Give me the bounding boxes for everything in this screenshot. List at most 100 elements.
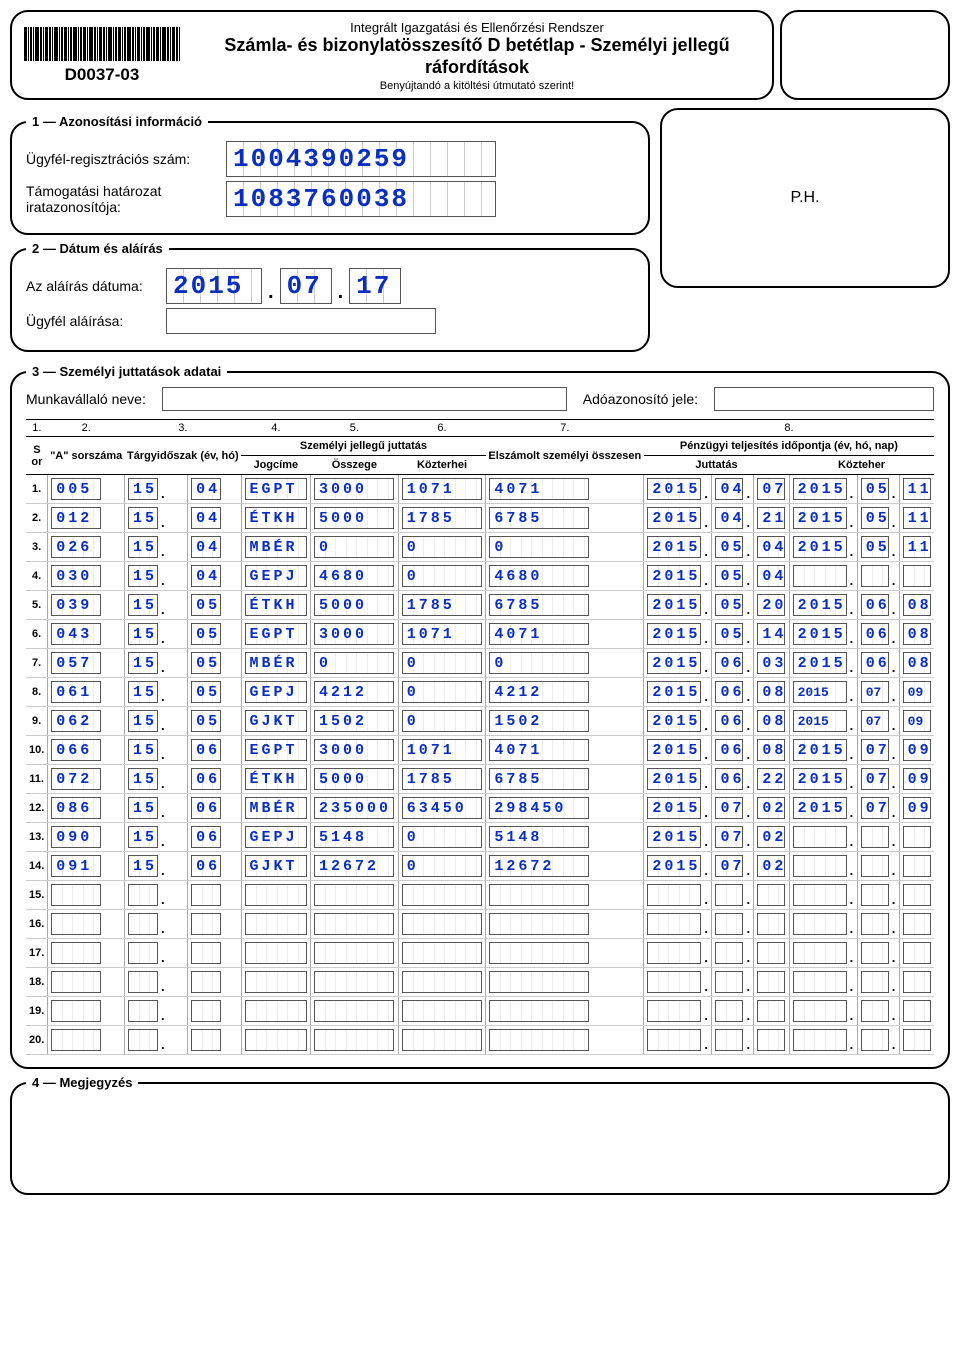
- cell-jog[interactable]: ÉTKH: [245, 768, 307, 790]
- cell-ky[interactable]: [793, 1029, 847, 1051]
- cell-a[interactable]: [51, 884, 101, 906]
- cell-ev[interactable]: 15: [128, 826, 158, 848]
- cell-koz[interactable]: 0: [402, 855, 482, 877]
- tax-id-input[interactable]: [714, 387, 934, 411]
- cell-ky[interactable]: 2015: [793, 536, 847, 558]
- cell-sum[interactable]: 6785: [489, 768, 589, 790]
- cell-kd[interactable]: [903, 913, 931, 935]
- cell-osz[interactable]: [314, 913, 394, 935]
- cell-km[interactable]: 07: [861, 797, 889, 819]
- cell-jog[interactable]: [245, 971, 307, 993]
- cell-osz[interactable]: 235000: [314, 797, 394, 819]
- cell-a[interactable]: 066: [51, 739, 101, 761]
- cell-koz[interactable]: 1071: [402, 739, 482, 761]
- cell-osz[interactable]: 4212: [314, 681, 394, 703]
- cell-jd[interactable]: [757, 884, 785, 906]
- cell-jm[interactable]: 06: [715, 652, 743, 674]
- cell-sum[interactable]: [489, 1000, 589, 1022]
- cell-jd[interactable]: 20: [757, 594, 785, 616]
- date-month[interactable]: 07: [280, 268, 332, 304]
- section-4[interactable]: 4 — Megjegyzés: [10, 1075, 950, 1195]
- cell-jog[interactable]: GEPJ: [245, 565, 307, 587]
- cell-koz[interactable]: [402, 1029, 482, 1051]
- cell-osz[interactable]: 5000: [314, 768, 394, 790]
- cell-a[interactable]: 072: [51, 768, 101, 790]
- cell-ev[interactable]: 15: [128, 565, 158, 587]
- cell-osz[interactable]: 1502: [314, 710, 394, 732]
- cell-sum[interactable]: 4071: [489, 739, 589, 761]
- cell-koz[interactable]: 0: [402, 710, 482, 732]
- cell-km[interactable]: 05: [861, 478, 889, 500]
- cell-ev[interactable]: 15: [128, 652, 158, 674]
- cell-jd[interactable]: [757, 1000, 785, 1022]
- cell-jog[interactable]: GJKT: [245, 855, 307, 877]
- cell-jy[interactable]: [647, 913, 701, 935]
- cell-koz[interactable]: 63450: [402, 797, 482, 819]
- cell-sum[interactable]: 5148: [489, 826, 589, 848]
- cell-jd[interactable]: [757, 971, 785, 993]
- cell-ky[interactable]: 2015: [793, 623, 847, 645]
- cell-a[interactable]: 039: [51, 594, 101, 616]
- cell-jm[interactable]: 06: [715, 710, 743, 732]
- cell-ky[interactable]: 2015: [793, 594, 847, 616]
- cell-jm[interactable]: 04: [715, 478, 743, 500]
- cell-koz[interactable]: [402, 971, 482, 993]
- cell-sum[interactable]: 4212: [489, 681, 589, 703]
- cell-km[interactable]: 05: [861, 507, 889, 529]
- cell-osz[interactable]: 3000: [314, 478, 394, 500]
- cell-ev[interactable]: 15: [128, 710, 158, 732]
- cell-jd[interactable]: 14: [757, 623, 785, 645]
- cell-kd[interactable]: 08: [903, 623, 931, 645]
- cell-jy[interactable]: 2015: [647, 478, 701, 500]
- cell-ho[interactable]: 06: [191, 739, 221, 761]
- cell-ev[interactable]: 15: [128, 623, 158, 645]
- employee-name-input[interactable]: [162, 387, 567, 411]
- cell-jy[interactable]: 2015: [647, 710, 701, 732]
- cell-a[interactable]: 061: [51, 681, 101, 703]
- cell-a[interactable]: [51, 1029, 101, 1051]
- cell-jy[interactable]: [647, 1000, 701, 1022]
- cell-jm[interactable]: [715, 884, 743, 906]
- cell-jd[interactable]: 07: [757, 478, 785, 500]
- cell-kd[interactable]: [903, 1029, 931, 1051]
- cell-sum[interactable]: 6785: [489, 594, 589, 616]
- cell-kd[interactable]: [903, 942, 931, 964]
- cell-jd[interactable]: 02: [757, 797, 785, 819]
- cell-osz[interactable]: 0: [314, 652, 394, 674]
- cell-km[interactable]: [861, 942, 889, 964]
- cell-ho[interactable]: 06: [191, 826, 221, 848]
- cell-koz[interactable]: 0: [402, 826, 482, 848]
- cell-jy[interactable]: 2015: [647, 507, 701, 529]
- cell-jm[interactable]: 05: [715, 536, 743, 558]
- cell-jd[interactable]: [757, 942, 785, 964]
- cell-sum[interactable]: [489, 1029, 589, 1051]
- cell-osz[interactable]: 3000: [314, 623, 394, 645]
- cell-jog[interactable]: [245, 884, 307, 906]
- cell-ky[interactable]: [793, 942, 847, 964]
- cell-koz[interactable]: 0: [402, 652, 482, 674]
- cell-jog[interactable]: EGPT: [245, 478, 307, 500]
- cell-jm[interactable]: 06: [715, 681, 743, 703]
- cell-ky[interactable]: 2015: [793, 681, 847, 703]
- cell-jog[interactable]: [245, 1000, 307, 1022]
- cell-ho[interactable]: 05: [191, 652, 221, 674]
- cell-ho[interactable]: [191, 884, 221, 906]
- cell-km[interactable]: 07: [861, 768, 889, 790]
- cell-ev[interactable]: [128, 1000, 158, 1022]
- cell-jm[interactable]: [715, 971, 743, 993]
- cell-ky[interactable]: 2015: [793, 652, 847, 674]
- cell-kd[interactable]: [903, 1000, 931, 1022]
- cell-jy[interactable]: [647, 1029, 701, 1051]
- cell-ev[interactable]: [128, 1029, 158, 1051]
- cell-jd[interactable]: [757, 913, 785, 935]
- cell-ky[interactable]: [793, 971, 847, 993]
- cell-sum[interactable]: [489, 971, 589, 993]
- cell-osz[interactable]: 3000: [314, 739, 394, 761]
- cell-ev[interactable]: 15: [128, 768, 158, 790]
- cell-ev[interactable]: 15: [128, 739, 158, 761]
- cell-ho[interactable]: 05: [191, 594, 221, 616]
- cell-jog[interactable]: GJKT: [245, 710, 307, 732]
- cell-jd[interactable]: 04: [757, 565, 785, 587]
- cell-jd[interactable]: 08: [757, 710, 785, 732]
- cell-sum[interactable]: 0: [489, 652, 589, 674]
